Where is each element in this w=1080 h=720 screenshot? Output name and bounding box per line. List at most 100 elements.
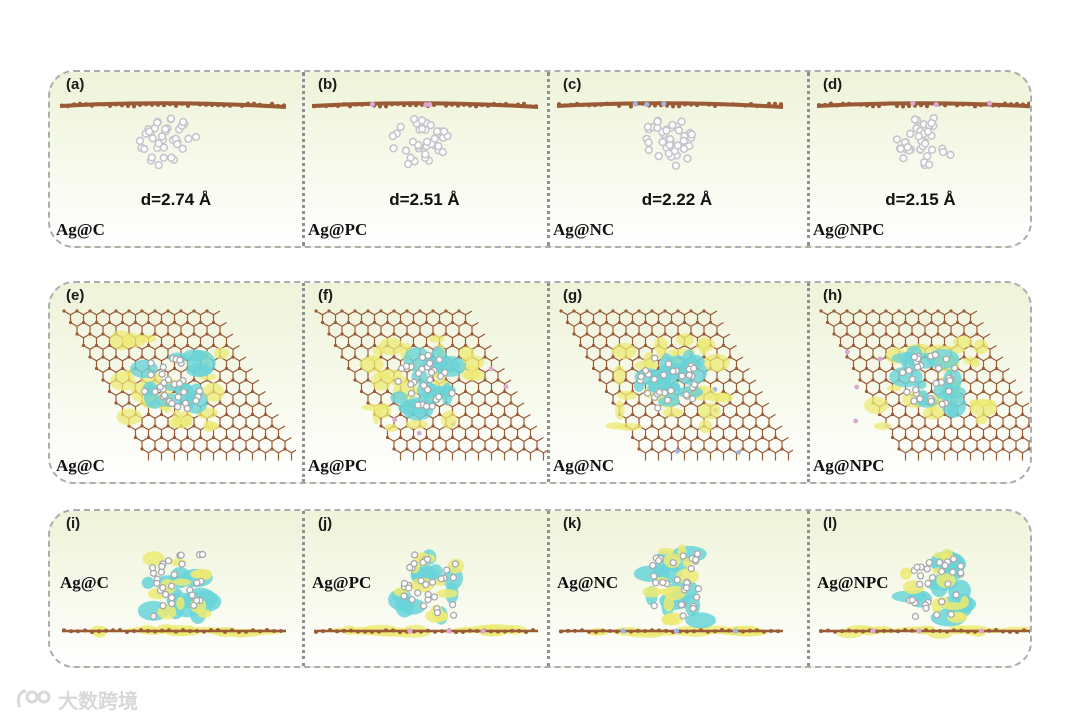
silver-atom [683,154,692,163]
silver-atom [417,116,427,125]
carbon-atom [755,104,759,109]
silver-atom [401,146,411,155]
dopant-atom [732,628,739,634]
carbon-atom [228,103,232,108]
silver-atom [408,595,416,604]
carbon-atom [572,309,576,313]
carbon-atom [883,102,887,107]
carbon-atom [581,102,585,107]
carbon-atom [749,102,753,107]
carbon-bond [872,310,887,323]
catalyst-name: Ag@C [56,220,105,239]
carbon-atom [444,447,448,451]
carbon-bond [866,321,880,334]
silver-atom [927,397,935,405]
carbon-bond [393,448,408,461]
carbon-atom [1008,629,1012,634]
carbon-atom [916,435,921,440]
carbon-bond [432,425,447,438]
carbon-atom [454,629,458,634]
dopant-atom [978,628,984,634]
catalyst-name: Ag@NC [553,220,615,239]
carbon-atom [650,424,654,428]
carbon-atom [760,412,765,417]
carbon-atom [480,103,484,108]
carbon-bond [846,310,861,323]
carbon-atom [96,102,100,107]
carbon-atom [641,101,645,106]
carbon-bond [393,310,408,323]
carbon-bond [458,425,473,438]
carbon-atom [444,309,448,313]
carbon-bond [239,413,253,426]
charge-accumulation-region [202,382,225,402]
carbon-bond [1002,402,1017,415]
silver-atom [423,555,432,564]
carbon-atom [476,343,481,348]
carbon-atom [1029,630,1030,634]
carbon-atom [677,104,681,109]
carbon-atom [731,102,735,107]
carbon-atom [924,628,928,633]
carbon-atom [671,104,675,109]
carbon-bond [219,402,234,415]
carbon-atom [890,343,895,348]
carbon-atom [463,412,468,417]
carbon-atom [728,424,732,428]
carbon-atom [895,104,899,109]
carbon-atom [695,320,700,325]
carbon-atom [372,320,377,325]
carbon-bond [458,379,473,392]
carbon-atom [997,103,1001,108]
carbon-atom [903,320,908,325]
carbon-atom [962,424,966,428]
carbon-atom [210,103,214,108]
carbon-atom [431,332,435,336]
carbon-bond [989,448,1004,461]
carbon-atom [330,103,334,108]
panel-divider [807,72,810,246]
silver-atom [396,122,405,132]
dopant-atom [910,100,916,106]
carbon-atom [663,309,667,313]
carbon-atom [773,435,778,440]
carbon-bond [491,390,505,403]
carbon-bond [664,310,679,323]
silver-atom [167,582,176,590]
carbon-atom [379,309,383,313]
silver-atom [673,576,681,584]
panel-label: (c) [563,76,582,93]
carbon-bond [1015,402,1030,415]
carbon-atom [522,447,526,451]
carbon-atom [734,389,739,394]
charge-accumulation-region [953,336,973,348]
carbon-atom [741,424,745,428]
panel-c: (c) d=2.22 Å Ag@NC [547,72,807,246]
carbon-bond [180,448,195,461]
carbon-bond [645,436,659,449]
carbon-atom [522,424,526,428]
carbon-atom [884,309,888,313]
carbon-atom [719,102,723,107]
silver-atom [147,153,157,162]
carbon-atom [585,309,589,313]
carbon-atom [624,309,628,313]
carbon-bond [599,379,614,392]
carbon-bond [226,413,240,426]
carbon-atom [258,102,262,107]
carbon-bond [586,333,601,346]
carbon-atom [231,378,235,382]
carbon-bond [530,436,544,449]
silver-atom [952,591,960,599]
charge-accumulation-region [613,364,626,385]
carbon-bond [729,356,744,369]
charge-accumulation-region [366,355,380,362]
silver-atom [168,399,176,408]
carbon-atom [754,447,758,451]
carbon-atom [353,309,357,313]
carbon-bond [154,333,169,346]
carbon-bond [937,333,952,346]
silver-atom [649,561,657,570]
adsorption-distance: d=2.22 Å [641,190,713,209]
carbon-atom [153,355,157,359]
